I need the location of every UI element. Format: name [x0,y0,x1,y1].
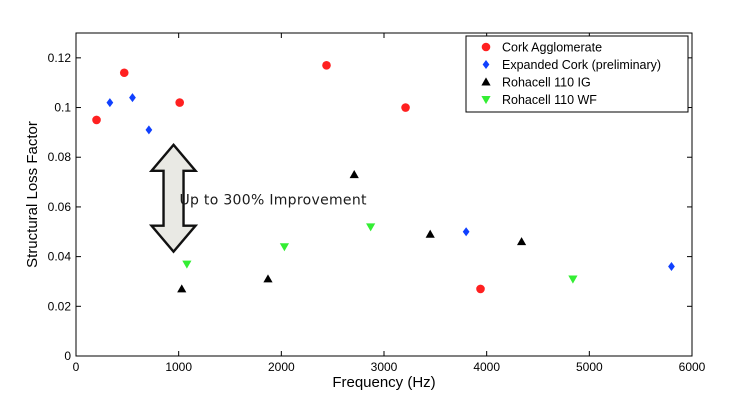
y-tick-label: 0.04 [48,250,72,264]
data-point [349,170,359,179]
data-marks [92,61,675,294]
data-point [129,93,136,103]
double-arrow-icon [148,142,199,254]
x-tick-label: 3000 [371,360,398,374]
data-point [175,98,184,107]
x-tick-label: 4000 [473,360,500,374]
data-point [263,274,273,283]
y-tick-label: 0.12 [48,51,72,65]
series-1 [106,93,675,272]
legend-marker [481,42,491,52]
data-point [476,284,485,294]
x-tick-label: 1000 [165,360,192,374]
data-point [668,262,675,272]
series-3 [182,223,578,284]
y-axis-label: Structural Loss Factor [24,121,41,268]
series-2 [177,170,527,293]
data-point [106,98,114,108]
annotation-text: Up to 300% Improvement [179,192,367,208]
data-point [145,125,153,135]
data-point [366,223,376,232]
annotation-layer: Up to 300% Improvement [148,142,367,254]
data-point [568,275,578,284]
legend-entry: Cork Agglomerate [502,41,602,55]
legend: Cork Agglomerate Expanded Cork (prelimina… [465,35,689,113]
data-point [119,68,129,78]
data-point [182,260,192,269]
x-tick-label: 2000 [268,360,295,374]
data-point [279,243,290,252]
legend-entry: Rohacell 110 IG [502,76,591,90]
series-0 [92,61,485,294]
axes: 0 1000 2000 3000 4000 5000 6000 0 0.02 0.04 0.06 0.… [24,32,706,391]
data-point [92,115,101,125]
legend-marker [482,60,490,69]
y-tick-label: 0.08 [48,150,72,164]
y-tick-label: 0.1 [54,101,71,115]
y-tick-label: 0.02 [48,299,72,313]
data-point [462,227,470,237]
x-axis-label: Frequency (Hz) [332,374,435,391]
x-tick-label: 5000 [576,360,603,374]
data-point [177,284,187,293]
x-tick-label: 6000 [679,360,706,374]
y-tick-label: 0 [64,349,71,363]
data-point [425,229,435,238]
x-tick-label: 0 [73,360,80,374]
data-point [322,61,331,70]
legend-box [465,35,689,113]
y-tick-label: 0.06 [48,200,72,214]
legend-entry: Expanded Cork (preliminary) [502,58,661,72]
legend-entry: Rohacell 110 WF [502,93,597,107]
legend-marker [481,77,491,86]
data-point [401,103,410,112]
legend-marker [481,96,491,105]
data-point [516,237,527,246]
